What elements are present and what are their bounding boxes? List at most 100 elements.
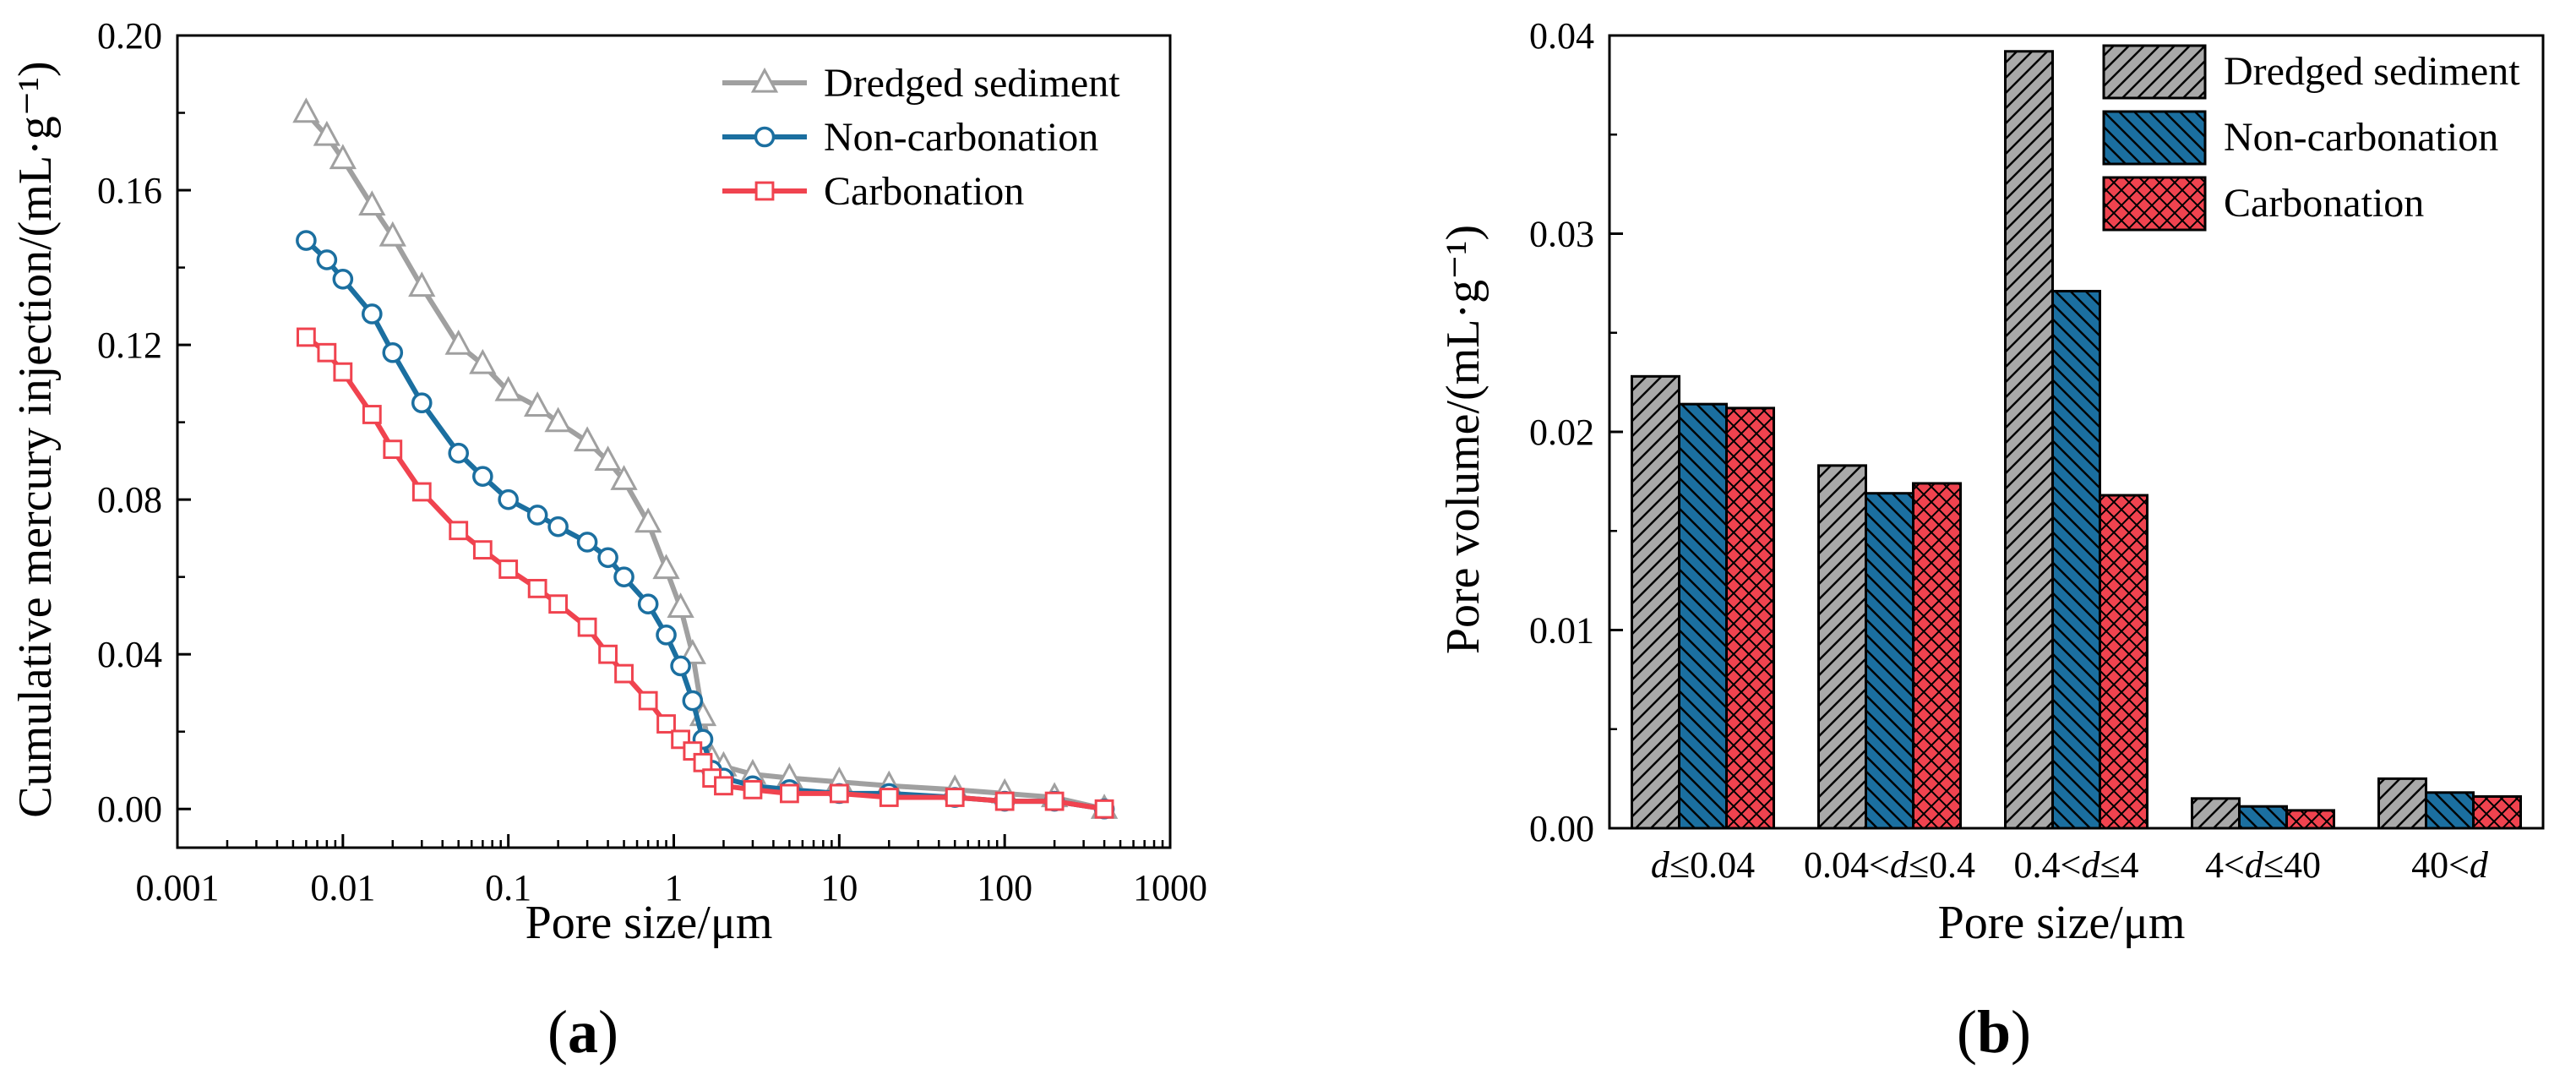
panel-b-y-tick-label: 0.01 (1529, 610, 1594, 652)
panel-b-x-tick-label: 4<d≤40 (2205, 844, 2321, 886)
panel-b-y-tick-label: 0.03 (1529, 214, 1594, 255)
panel-b-bar (2191, 797, 2241, 830)
panel-a-legend: Dredged sediment Non-carbonation Carbonati… (722, 61, 1120, 214)
panel-a-x-tick-label: 0.01 (310, 867, 375, 909)
panel-a-data-point (498, 488, 519, 510)
panel-a-data-point (547, 516, 569, 538)
panel-a-data-point (879, 788, 899, 807)
panel-b-bar (1912, 482, 1962, 830)
panel-a-data-point (945, 788, 965, 807)
panel-a-data-point (637, 593, 659, 615)
panel-b-y-tick-label: 0.00 (1529, 808, 1594, 849)
panel-b-y-axis-title: Pore volume/(mL·g⁻¹) (1437, 225, 1490, 654)
panel-a-data-point (743, 779, 763, 799)
panel-b-bar (1817, 464, 1867, 830)
panel-a-x-tick-label: 0.1 (485, 867, 531, 909)
panel-b-legend-swatch (2102, 44, 2207, 100)
panel-b-legend: Dredged sediment Non-carbonation Carbonati… (2102, 44, 2520, 232)
panel-a-data-point (332, 268, 354, 290)
panel-a-data-point (638, 690, 658, 711)
panel-a-data-point (527, 578, 547, 598)
panel-a-series (292, 97, 1119, 820)
panel-b-x-tick-label: 0.04<d≤0.4 (1804, 844, 1975, 886)
panel-a-y-tick-label: 0.20 (97, 15, 162, 57)
panel-a-data-point (523, 391, 552, 417)
panel-a-data-point (358, 190, 386, 216)
panel-b-axes: 0.00 0.01 0.02 0.03 0.04 d≤0.04 0.04<d≤0.4 0.4<… (1529, 15, 2545, 886)
panel-b-bar (2472, 794, 2522, 830)
panel-b-bar (2238, 805, 2288, 830)
panel-a-legend-marker (750, 67, 779, 93)
panel-b-x-axis-title: Pore size/μm (1938, 897, 2186, 949)
panel-b-bar (1678, 402, 1728, 830)
panel-b-legend-swatch (2102, 176, 2207, 232)
panel-a-legend-label: Carbonation (824, 169, 1024, 214)
panel-a-data-point (670, 655, 691, 677)
panel-a-series-line (304, 111, 1105, 812)
panel-a-data-point (577, 617, 597, 637)
panel-a-data-point (296, 230, 317, 251)
panel-a-data-point (383, 439, 403, 460)
panel-b-bar (2051, 290, 2101, 830)
panel-a-data-point (313, 120, 341, 146)
panel-a-data-point (296, 327, 316, 347)
panel-a-data-point (379, 221, 406, 247)
panel-a-legend-marker (754, 126, 776, 148)
panel-b-legend-label: Carbonation (2224, 181, 2424, 226)
panel-b-legend-label: Non-carbonation (2224, 115, 2498, 160)
panel-a-data-point (656, 714, 676, 734)
panel-a-line-chart: 0.001 0.01 0.1 1 10 100 1000 0.00 0.04 0.08 0.12 0.… (9, 15, 1207, 1066)
panel-b-label: (b) (1957, 998, 2031, 1066)
panel-a-legend-label: Dredged sediment (824, 61, 1120, 106)
panel-a-data-point (449, 521, 469, 541)
panel-b-bar (2377, 777, 2427, 830)
panel-a-data-point (779, 783, 799, 804)
panel-a-x-tick-label: 10 (820, 867, 858, 909)
panel-a-data-point (994, 791, 1015, 811)
panel-b-y-tick-label: 0.02 (1529, 412, 1594, 453)
panel-a-data-point (469, 348, 497, 374)
panel-a-data-point (472, 466, 493, 487)
panel-a-y-axis-title: Cumulative mercury injection/(mL·g⁻¹) (9, 61, 62, 817)
panel-b-legend-swatch (2102, 110, 2207, 166)
panel-a-data-point (576, 532, 598, 553)
panel-a-data-point (594, 445, 622, 472)
panel-a-data-point (1044, 791, 1065, 811)
panel-b-bar (1725, 407, 1775, 830)
panel-a-data-point (544, 407, 572, 433)
panel-a-x-tick-label: 0.001 (136, 867, 220, 909)
panel-b-bar (2099, 494, 2148, 830)
panel-a-data-point (498, 559, 519, 579)
panel-a-data-point (598, 644, 618, 664)
panel-a-data-point (597, 547, 618, 569)
panel-a-data-point (1094, 799, 1114, 819)
panel-b-x-tick-label: d≤0.04 (1651, 844, 1755, 886)
panel-b-legend-label: Dredged sediment (2224, 49, 2520, 94)
panel-b-bar-chart: 0.00 0.01 0.02 0.03 0.04 d≤0.04 0.04<d≤0.4 0.4<… (1437, 15, 2545, 1066)
panel-a-data-point (667, 592, 694, 618)
panel-a-data-point (829, 783, 849, 804)
panel-b-bar (2004, 50, 2054, 830)
panel-a-data-point (316, 249, 338, 270)
panel-b-x-tick-label: 40<d (2411, 844, 2489, 886)
panel-a-data-point (613, 566, 634, 587)
panel-a-data-point (714, 776, 733, 796)
panel-a-x-tick-label: 1000 (1133, 867, 1207, 909)
panel-a-data-point (292, 97, 320, 123)
panel-a-data-point (362, 405, 382, 424)
panel-a-x-tick-label: 1 (665, 867, 683, 909)
panel-a-data-point (548, 594, 569, 614)
panel-b-bar (1865, 492, 1914, 830)
panel-a-data-point (614, 663, 634, 684)
panel-a-data-point (610, 465, 638, 490)
panel-b-bar (2425, 791, 2475, 830)
panel-a-x-axis-title: Pore size/μm (526, 897, 773, 949)
panel-a-y-tick-label: 0.04 (97, 634, 162, 675)
panel-a-data-point (448, 442, 470, 464)
panel-a-data-point (678, 639, 706, 664)
panel-b-y-tick-label: 0.04 (1529, 15, 1594, 57)
panel-a-data-point (333, 362, 353, 382)
panel-a-series-carbonation (296, 327, 1114, 819)
panel-a-x-tick-label: 100 (977, 867, 1032, 909)
